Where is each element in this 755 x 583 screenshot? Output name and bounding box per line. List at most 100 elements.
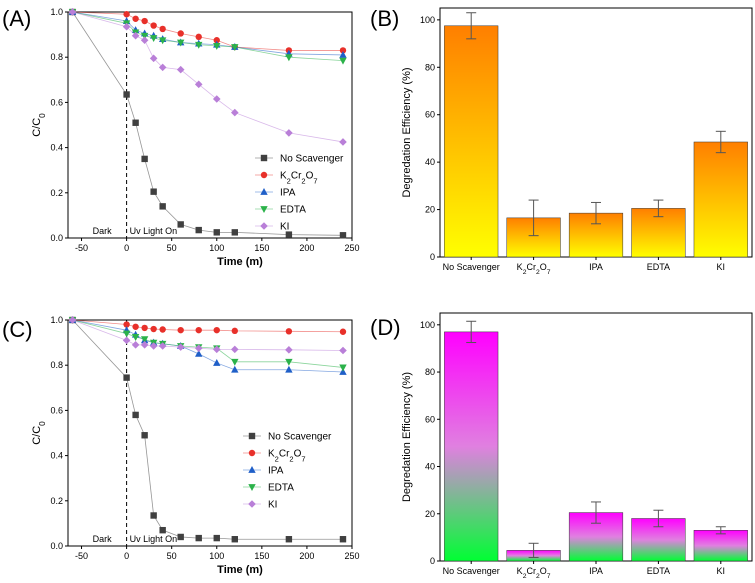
data-point: [213, 358, 221, 366]
data-point: [231, 365, 239, 373]
x-tick-label: K2Cr2O7: [517, 262, 551, 276]
panel-a-line-chart: (A) -50 0 50 100 150 200 250 0.0 0.2 0.4 0.6 0.8 1.0 T…: [2, 6, 360, 268]
data-point: [140, 336, 149, 344]
data-point: [150, 188, 157, 195]
x-tick-label: No Scavenger: [443, 262, 500, 272]
series-line: [72, 11, 343, 236]
data-point: [230, 108, 239, 117]
data-point: [150, 325, 157, 333]
data-point: [131, 334, 140, 341]
data-point: [339, 346, 347, 355]
data-point: [213, 229, 220, 236]
x-tick-label: 150: [254, 243, 269, 253]
data-point: [339, 364, 347, 372]
legend-label: IPA: [280, 188, 296, 199]
y-tick-label: 80: [425, 367, 435, 377]
data-point: [123, 321, 130, 328]
data-point: [339, 232, 347, 239]
y-tick-label: 80: [425, 62, 435, 72]
data-point: [131, 341, 140, 349]
data-point: [140, 32, 149, 40]
data-point: [132, 119, 139, 126]
data-point: [141, 432, 148, 439]
data-point: [159, 203, 166, 210]
bar: [444, 331, 499, 562]
panel-c-line-chart: (C) -50 0 50 100 150 200 250 0.0 0.2 0.4 0.6 0.8 1.0 T…: [2, 315, 360, 576]
x-tick-label: 0: [124, 243, 129, 253]
legend-label: KI: [268, 500, 277, 511]
x-tick-label: 100: [209, 243, 224, 253]
data-point: [150, 22, 157, 29]
series-k2cr2o7: [69, 316, 347, 335]
legend-marker: [248, 466, 256, 473]
data-point: [149, 342, 158, 350]
data-point: [195, 33, 202, 41]
legend-marker: [260, 171, 268, 179]
data-point: [339, 50, 347, 58]
y-tick-label: 20: [425, 509, 435, 519]
data-point: [132, 323, 139, 330]
x-tick-label: 100: [209, 551, 224, 561]
data-point: [213, 326, 220, 334]
y-tick-label: 0.4: [50, 451, 63, 461]
data-point: [231, 536, 238, 543]
data-point: [140, 341, 149, 349]
series-ki: [68, 8, 347, 146]
legend-label: KI: [280, 222, 289, 233]
legend-marker: [260, 188, 268, 195]
data-point: [132, 411, 139, 419]
data-point: [159, 526, 166, 534]
y-tick-label: 60: [425, 110, 435, 120]
legend-marker: [260, 206, 268, 213]
y-tick-label: 0.0: [50, 233, 63, 243]
y-tick-label: 0.2: [50, 188, 63, 198]
data-point: [285, 231, 293, 238]
x-tick-label: K2Cr2O7: [517, 566, 551, 580]
y-tick-label: 0.4: [50, 143, 63, 153]
data-point: [339, 47, 347, 54]
series-ipa: [68, 316, 347, 375]
data-point: [158, 63, 167, 72]
data-point: [123, 91, 130, 98]
data-point: [285, 346, 293, 354]
series-k2cr2o7: [69, 8, 347, 54]
data-point: [339, 57, 347, 65]
data-point: [141, 324, 148, 332]
data-point: [195, 534, 202, 542]
x-tick-label: -50: [75, 243, 88, 253]
y-tick-label: 0.2: [50, 496, 63, 506]
data-point: [122, 22, 131, 31]
bar: [444, 25, 499, 258]
x-tick-label: IPA: [589, 566, 603, 576]
data-point: [231, 44, 239, 52]
series-line: [72, 319, 343, 351]
y-tick-label: 40: [425, 462, 435, 472]
y-tick-label: 1.0: [50, 7, 63, 17]
y-tick-label: 100: [420, 15, 435, 25]
series-line: [72, 319, 344, 368]
x-tick-label: 200: [299, 551, 314, 561]
series-ki: [68, 316, 347, 355]
series-edta: [68, 317, 347, 372]
panel-label: (B): [370, 6, 399, 31]
data-point: [122, 330, 131, 338]
light-annotation: Uv Light On: [130, 534, 178, 544]
bar: [568, 212, 624, 258]
panel-label: (C): [2, 317, 33, 342]
data-point: [339, 328, 347, 335]
data-point: [230, 345, 239, 354]
data-point: [132, 15, 139, 22]
data-point: [177, 30, 184, 37]
series-line: [72, 319, 343, 540]
data-point: [68, 8, 77, 16]
legend-marker: [248, 449, 256, 457]
data-point: [177, 533, 184, 541]
legend-marker: [260, 154, 268, 162]
light-annotation: Uv Light On: [130, 226, 178, 236]
x-tick-label: EDTA: [647, 262, 670, 272]
legend-label: K2Cr2O7: [268, 449, 306, 464]
x-tick-label: 150: [254, 551, 269, 561]
y-tick-label: 1.0: [50, 315, 63, 325]
legend-marker: [260, 222, 268, 230]
y-axis-title: Degredation Efficiency (%): [401, 67, 413, 197]
